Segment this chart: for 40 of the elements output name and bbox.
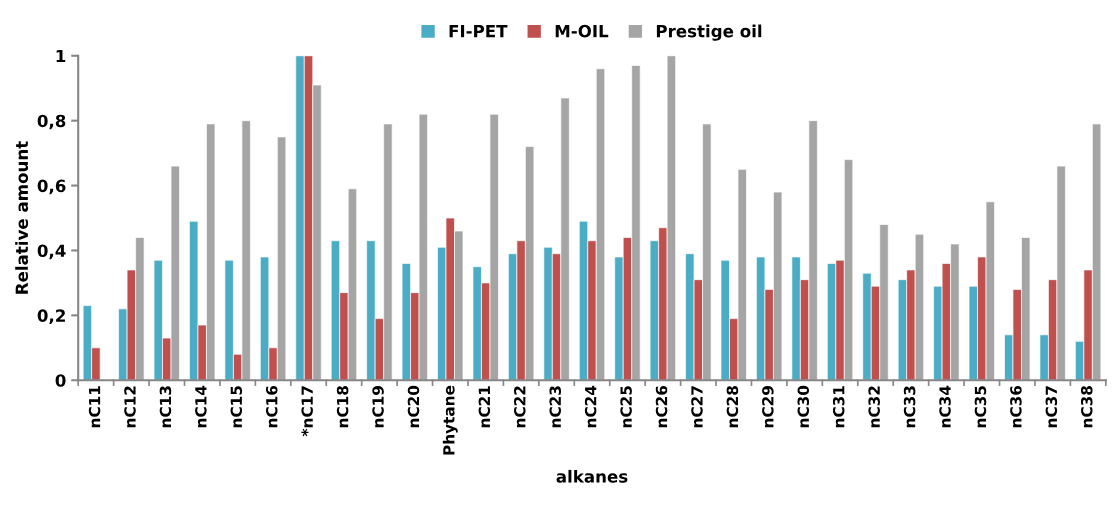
y-tick-label: 0,6	[37, 179, 66, 195]
x-tick-label: nC14	[195, 385, 207, 428]
y-axis-title: Relative amount	[15, 141, 29, 294]
x-tick-label: nC20	[407, 385, 420, 428]
x-tick-label: nC18	[336, 386, 349, 428]
x-tick-label: nC13	[159, 386, 172, 428]
legend-label: M-OIL	[555, 24, 609, 38]
x-tick-label: nC27	[691, 386, 703, 428]
x-axis-title: alkanes	[556, 469, 628, 483]
x-tick-label: nC29	[762, 386, 774, 428]
x-tick-label: nC26	[655, 385, 668, 428]
x-tick-label: nC15	[230, 386, 243, 428]
y-tick-label: 0,8	[37, 114, 66, 130]
x-tick-label: nC11	[88, 386, 101, 428]
x-tick-label: nC35	[974, 386, 987, 428]
x-tick-label: nC23	[549, 386, 562, 428]
x-tick-label: nC16	[265, 385, 278, 428]
x-tick-label: nC38	[1080, 386, 1093, 428]
y-tick-label: 1	[56, 49, 66, 63]
y-tick-label: 0	[55, 374, 66, 387]
x-tick-label: nC32	[868, 386, 880, 428]
x-tick-label: nC36	[1010, 385, 1022, 428]
x-tick-label: nC30	[797, 385, 810, 428]
x-tick-label: *nC17	[301, 386, 313, 437]
x-tick-label: nC21	[478, 386, 491, 428]
x-tick-label: nC25	[620, 386, 632, 428]
x-tick-label: nC34	[939, 385, 951, 428]
legend-label: FI-PET	[449, 25, 508, 38]
x-tick-label: Phytane	[442, 385, 458, 455]
legend-label: Prestige oil	[656, 24, 762, 41]
x-tick-label: nC22	[514, 386, 526, 428]
x-tick-label: nC12	[124, 386, 136, 428]
x-tick-label: nC37	[1045, 386, 1058, 428]
y-tick-label: 0,2	[37, 309, 65, 325]
x-tick-label: nC31	[832, 386, 845, 428]
x-tick-label: nC33	[903, 386, 916, 428]
y-tick-label: 0,4	[37, 244, 66, 260]
x-tick-label: nC24	[584, 385, 597, 428]
x-tick-label: nC19	[372, 386, 384, 428]
x-tick-label: nC28	[726, 386, 739, 428]
